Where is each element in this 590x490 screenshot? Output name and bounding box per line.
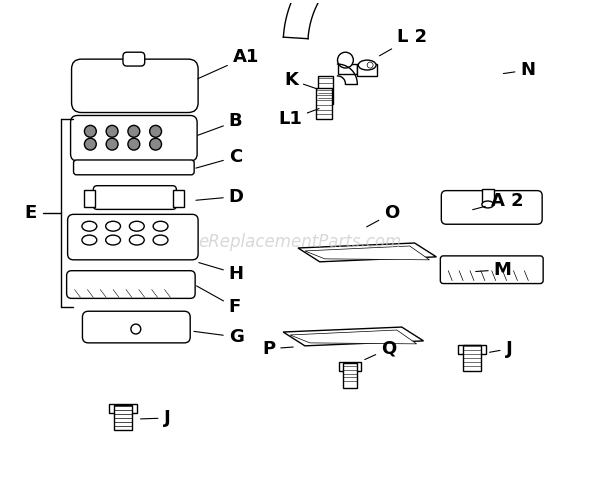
Text: D: D: [196, 188, 244, 206]
Circle shape: [367, 62, 373, 68]
Ellipse shape: [153, 221, 168, 231]
FancyBboxPatch shape: [71, 116, 197, 161]
FancyBboxPatch shape: [440, 256, 543, 284]
FancyBboxPatch shape: [123, 52, 145, 66]
Polygon shape: [283, 327, 424, 346]
Bar: [339, 362, 361, 370]
FancyBboxPatch shape: [93, 186, 176, 209]
Ellipse shape: [482, 201, 494, 208]
Text: L1: L1: [278, 109, 319, 128]
FancyBboxPatch shape: [71, 59, 198, 113]
Circle shape: [106, 138, 118, 150]
Ellipse shape: [153, 235, 168, 245]
Ellipse shape: [82, 221, 97, 231]
Circle shape: [128, 138, 140, 150]
Bar: [482, 189, 494, 204]
Text: K: K: [284, 71, 317, 89]
Polygon shape: [298, 243, 437, 262]
FancyBboxPatch shape: [68, 214, 198, 260]
Text: A 2: A 2: [473, 192, 523, 210]
Bar: [318, 76, 333, 103]
Ellipse shape: [129, 221, 144, 231]
Ellipse shape: [106, 221, 120, 231]
Text: G: G: [194, 328, 244, 346]
Bar: [114, 405, 132, 430]
Circle shape: [84, 125, 96, 137]
Bar: [316, 88, 332, 120]
Text: B: B: [198, 112, 242, 135]
FancyBboxPatch shape: [67, 270, 195, 298]
Text: P: P: [262, 340, 293, 358]
Text: L 2: L 2: [379, 28, 427, 56]
Circle shape: [150, 138, 162, 150]
Text: N: N: [503, 61, 535, 79]
Bar: [109, 404, 137, 413]
FancyBboxPatch shape: [441, 191, 542, 224]
Bar: [358, 64, 377, 76]
Bar: [463, 345, 481, 370]
Polygon shape: [290, 330, 417, 344]
Circle shape: [131, 324, 141, 334]
Circle shape: [150, 125, 162, 137]
Bar: [343, 363, 358, 389]
Text: C: C: [196, 148, 242, 168]
Circle shape: [84, 138, 96, 150]
Circle shape: [128, 125, 140, 137]
Text: A1: A1: [198, 48, 259, 79]
Text: J: J: [490, 340, 512, 358]
Text: Q: Q: [365, 340, 396, 360]
Bar: [458, 345, 486, 354]
Text: E: E: [24, 204, 36, 222]
Ellipse shape: [82, 235, 97, 245]
Text: J: J: [140, 409, 171, 427]
Ellipse shape: [358, 60, 376, 70]
Polygon shape: [305, 246, 430, 260]
Circle shape: [337, 52, 353, 68]
Bar: [84, 190, 96, 207]
Text: F: F: [196, 286, 241, 316]
Text: M: M: [476, 261, 512, 279]
Text: eReplacementParts.com: eReplacementParts.com: [198, 233, 402, 251]
FancyBboxPatch shape: [83, 311, 190, 343]
Text: H: H: [199, 263, 244, 283]
Circle shape: [106, 125, 118, 137]
Bar: [173, 190, 184, 207]
Ellipse shape: [106, 235, 120, 245]
Bar: [337, 64, 358, 74]
Ellipse shape: [129, 235, 144, 245]
Text: O: O: [366, 204, 399, 227]
FancyBboxPatch shape: [74, 160, 194, 175]
